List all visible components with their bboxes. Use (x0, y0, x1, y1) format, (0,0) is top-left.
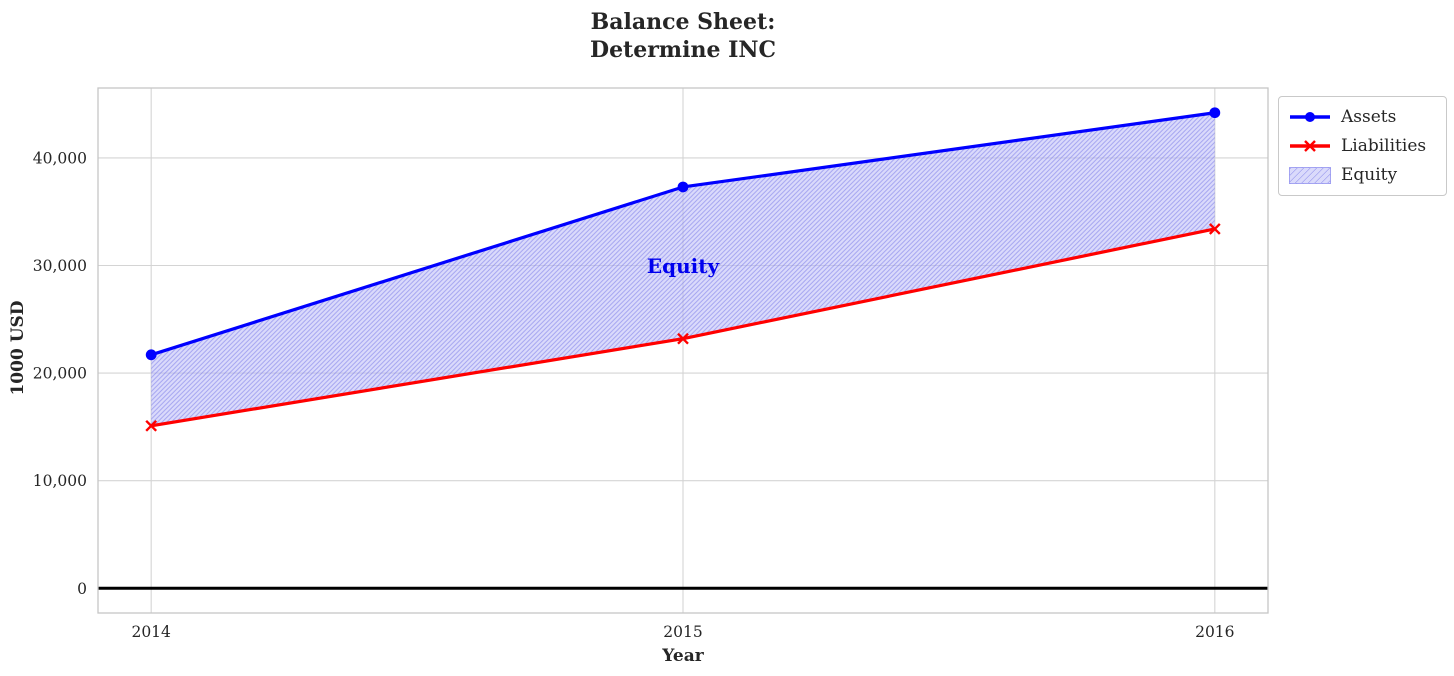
equity-area (151, 112, 1215, 426)
legend-label-assets: Assets (1341, 107, 1397, 127)
legend-label-equity: Equity (1341, 165, 1398, 185)
legend-item-liabilities: Liabilities (1289, 134, 1436, 158)
x-axis-label: Year (662, 646, 704, 666)
legend-label-liabilities: Liabilities (1341, 136, 1427, 156)
svg-text:2014: 2014 (131, 623, 171, 641)
chart-title-line1: Balance Sheet: (590, 9, 776, 35)
y-axis-label: 1000 USD (8, 300, 28, 396)
equity-annotation: Equity (646, 253, 720, 278)
svg-text:20,000: 20,000 (33, 365, 87, 383)
svg-text:10,000: 10,000 (33, 472, 87, 490)
series-lines (145, 107, 1221, 432)
svg-text:40,000: 40,000 (33, 149, 87, 167)
plot-frame (97, 87, 1269, 614)
svg-text:2015: 2015 (663, 623, 702, 641)
assets-line-swatch (1290, 112, 1330, 122)
legend-item-assets: Assets (1289, 105, 1436, 129)
legend: Assets Liabilities Equity (1278, 96, 1447, 196)
svg-text:30,000: 30,000 (33, 257, 87, 275)
liabilities-line-swatch (1290, 140, 1330, 152)
equity-patch-swatch (1289, 166, 1331, 184)
chart-title-line2: Determine INC (589, 37, 777, 63)
tick-labels: 0 10,000 20,000 30,000 40,000 2014 2015 2016 (33, 149, 1235, 641)
legend-item-equity: Equity (1289, 163, 1436, 187)
svg-text:0: 0 (77, 580, 87, 598)
svg-text:2016: 2016 (1195, 623, 1234, 641)
chart-title: Balance Sheet: Determine INC (590, 8, 776, 64)
